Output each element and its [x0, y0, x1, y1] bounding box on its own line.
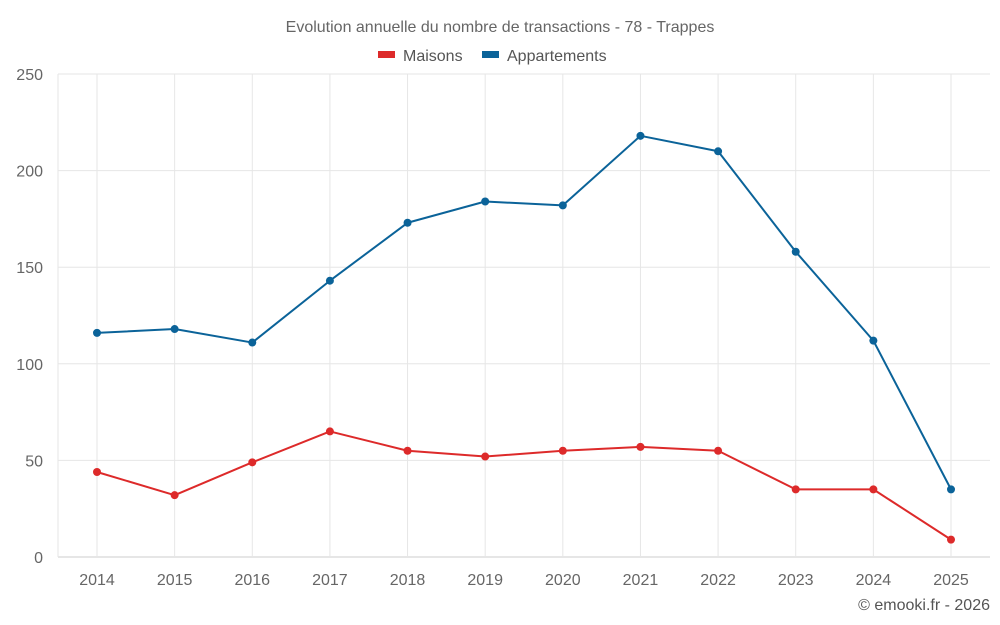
legend-item-maisons[interactable]: Maisons	[378, 48, 463, 65]
data-point[interactable]	[714, 446, 723, 455]
series-maisons	[93, 427, 955, 544]
x-tick-label: 2017	[312, 572, 348, 589]
x-tick-label: 2015	[157, 572, 193, 589]
data-point[interactable]	[481, 452, 490, 461]
series-appartements	[93, 131, 955, 494]
x-tick-label: 2016	[234, 572, 270, 589]
data-point[interactable]	[714, 147, 723, 156]
data-point[interactable]	[791, 485, 800, 494]
x-tick-label: 2022	[700, 572, 736, 589]
data-point[interactable]	[248, 338, 257, 347]
series-line	[96, 430, 952, 541]
data-point[interactable]	[636, 131, 645, 140]
y-axis: 0 50 100 150 200 250	[16, 67, 43, 567]
data-point[interactable]	[325, 276, 334, 285]
chart-title: Evolution annuelle du nombre de transact…	[286, 19, 715, 36]
x-tick-label: 2023	[778, 572, 814, 589]
data-point[interactable]	[791, 247, 800, 256]
x-axis: 2014 2015 2016 2017 2018 2019 2020 2021 2022 2023…	[79, 572, 969, 589]
legend-swatch	[482, 51, 499, 58]
data-point[interactable]	[636, 442, 645, 451]
y-tick-label: 0	[34, 550, 43, 567]
data-point[interactable]	[947, 535, 955, 544]
x-tick-label: 2025	[933, 572, 969, 589]
x-tick-label: 2020	[545, 572, 581, 589]
data-point[interactable]	[481, 197, 490, 206]
x-tick-label: 2021	[623, 572, 659, 589]
data-point[interactable]	[403, 446, 412, 455]
legend-label: Appartements	[507, 48, 607, 65]
y-tick-label: 50	[25, 453, 43, 470]
x-tick-label: 2014	[79, 572, 115, 589]
y-tick-label: 250	[16, 67, 43, 84]
y-tick-label: 100	[16, 357, 43, 374]
x-tick-label: 2019	[467, 572, 503, 589]
data-point[interactable]	[93, 467, 101, 476]
legend-item-appartements[interactable]: Appartements	[482, 48, 607, 65]
x-tick-label: 2024	[856, 572, 892, 589]
series-line	[96, 134, 952, 490]
x-tick-label: 2018	[390, 572, 426, 589]
data-point[interactable]	[325, 427, 334, 436]
y-tick-label: 200	[16, 164, 43, 181]
data-point[interactable]	[869, 485, 878, 494]
legend-label: Maisons	[403, 48, 463, 65]
legend-swatch	[378, 51, 395, 58]
data-point[interactable]	[558, 201, 567, 210]
legend: Maisons Appartements	[378, 48, 607, 65]
data-point[interactable]	[170, 325, 179, 334]
data-point[interactable]	[403, 218, 412, 227]
data-point[interactable]	[170, 491, 179, 500]
series-layer	[93, 131, 955, 544]
data-point[interactable]	[947, 485, 955, 494]
data-point[interactable]	[93, 328, 101, 337]
credit-text: © emooki.fr - 2026	[858, 597, 990, 614]
y-tick-label: 150	[16, 260, 43, 277]
data-point[interactable]	[869, 336, 878, 345]
gridlines	[57, 73, 990, 558]
data-point[interactable]	[248, 458, 257, 467]
data-point[interactable]	[558, 446, 567, 455]
